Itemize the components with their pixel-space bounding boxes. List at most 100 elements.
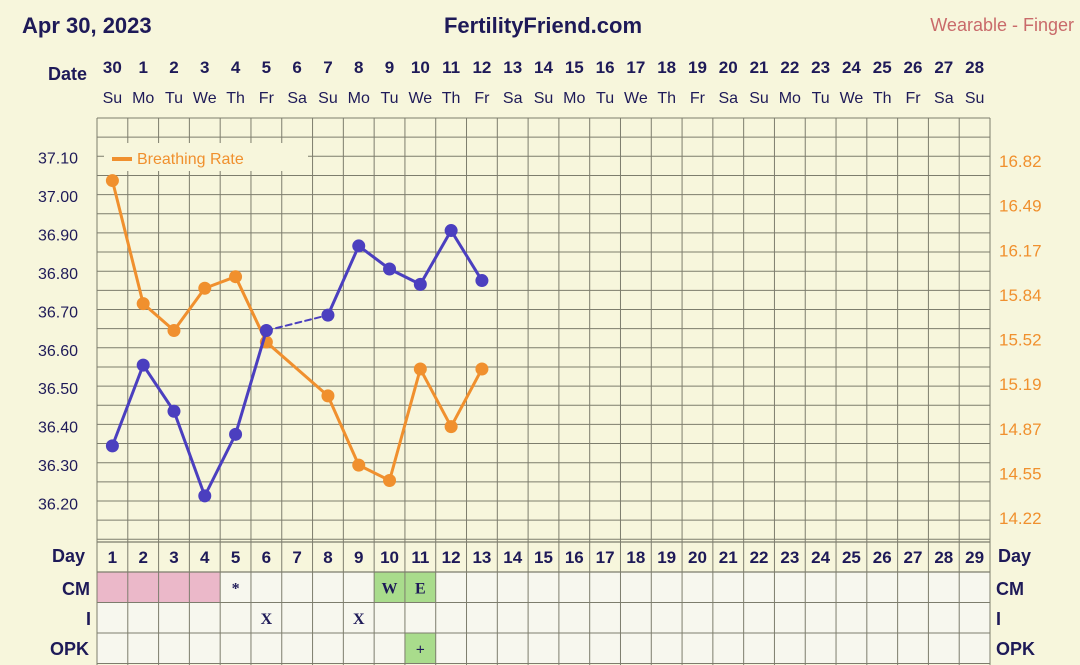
temp-axis-tick: 36.40 xyxy=(38,420,78,437)
weekday-label: Th xyxy=(873,90,892,107)
temperature-line-segment xyxy=(110,363,145,448)
temperature-point-day-2 xyxy=(136,358,150,372)
cycle-day-label: 13 xyxy=(472,548,491,567)
i-row-background xyxy=(97,602,990,633)
breathing-line-segment xyxy=(449,367,484,429)
weekday-label: Mo xyxy=(779,90,801,107)
breathing-point-day-9 xyxy=(352,458,366,472)
temp-axis-tick: 36.70 xyxy=(38,304,78,321)
weekday-label: Fr xyxy=(905,90,921,107)
chart-grid xyxy=(96,117,991,665)
cycle-day-label: 4 xyxy=(200,548,210,567)
cycle-day-label: 19 xyxy=(657,548,676,567)
temperature-line-segment xyxy=(141,363,176,413)
chart-series xyxy=(105,174,489,503)
date-label: 12 xyxy=(472,58,491,77)
cycle-day-label: 11 xyxy=(411,548,429,567)
cm-cell-day-4 xyxy=(189,572,221,603)
weekday-label: Tu xyxy=(165,90,183,107)
opk-row-background xyxy=(97,633,990,664)
date-label: 7 xyxy=(323,58,332,77)
temp-axis-tick: 36.60 xyxy=(38,343,78,360)
date-label: 27 xyxy=(934,58,953,77)
breathing-axis-tick: 16.82 xyxy=(999,152,1042,171)
weekday-label: Su xyxy=(534,90,554,107)
cycle-day-label: 25 xyxy=(842,548,861,567)
date-label: 11 xyxy=(442,58,460,77)
cycle-day-label: 8 xyxy=(323,548,332,567)
breathing-line-segment xyxy=(264,340,330,398)
breathing-point-day-4 xyxy=(198,281,212,295)
cycle-day-label: 26 xyxy=(873,548,892,567)
cycle-day-label: 23 xyxy=(780,548,799,567)
breathing-line-segment xyxy=(418,367,453,429)
weekday-label: Su xyxy=(965,90,985,107)
date-label: 20 xyxy=(719,58,738,77)
weekday-label: Fr xyxy=(474,90,490,107)
breathing-line-segment xyxy=(388,367,422,482)
weekday-label: Fr xyxy=(690,90,706,107)
temperature-line-segment xyxy=(203,432,238,498)
cycle-day-label: 10 xyxy=(380,548,399,567)
date-label: 4 xyxy=(231,58,241,77)
temp-axis-tick: 36.80 xyxy=(38,266,78,283)
date-header: 30 1 2 3 4 5 6 7 8 9 10 11 12 13 14 15 16 17 18 19 20 21 22 23 2… xyxy=(103,58,985,107)
temperature-point-day-3 xyxy=(167,404,181,418)
breathing-point-day-12 xyxy=(444,420,458,434)
temperature-point-day-4 xyxy=(198,489,212,503)
temperature-point-day-13 xyxy=(475,274,489,288)
cycle-day-label: 22 xyxy=(750,548,769,567)
breathing-axis-tick: 15.84 xyxy=(999,286,1042,305)
cycle-day-label: 24 xyxy=(811,548,830,567)
breathing-axis-tick: 16.17 xyxy=(999,241,1042,260)
i-row-label-right: I xyxy=(996,609,1001,629)
temperature-line-segment xyxy=(418,229,453,286)
date-label: 15 xyxy=(565,58,584,77)
weekday-label: Th xyxy=(657,90,676,107)
date-label: 23 xyxy=(811,58,830,77)
temperature-point-day-6 xyxy=(259,324,273,338)
cm-cell-day-2 xyxy=(127,572,159,603)
temperature-line-segment xyxy=(449,229,484,283)
chart-legend: Breathing Rate xyxy=(104,143,308,171)
temperature-line-segment xyxy=(326,244,361,317)
date-label: 28 xyxy=(965,58,984,77)
breathing-axis-tick: 16.49 xyxy=(999,197,1042,216)
date-label: 2 xyxy=(169,58,178,77)
chart-date: Apr 30, 2023 xyxy=(22,13,152,38)
opk-row-label-left: OPK xyxy=(50,639,89,659)
cycle-day-label: 16 xyxy=(565,548,584,567)
cm-cell-day-10 xyxy=(374,572,405,603)
weekday-label: Tu xyxy=(596,90,614,107)
weekday-label: Fr xyxy=(259,90,275,107)
i-mark-day-6: X xyxy=(261,611,273,628)
legend-label-breathing: Breathing Rate xyxy=(137,151,244,168)
cycle-day-label: 9 xyxy=(354,548,363,567)
weekday-label: Sa xyxy=(934,90,954,107)
weekday-label: Su xyxy=(749,90,769,107)
cm-row-label-left: CM xyxy=(62,579,90,599)
breathing-point-day-5 xyxy=(229,270,243,284)
breathing-axis-tick: 14.87 xyxy=(999,420,1042,439)
breathing-point-day-11 xyxy=(413,362,427,376)
breathing-axis-tick: 15.19 xyxy=(999,375,1042,394)
date-label: 8 xyxy=(354,58,363,77)
date-label: 6 xyxy=(292,58,301,77)
breathing-point-day-1 xyxy=(105,174,119,188)
cycle-day-label: 3 xyxy=(169,548,178,567)
i-row-label-left: I xyxy=(86,609,91,629)
cm-mark-day-11: E xyxy=(415,580,426,597)
cycle-day-numbers: 1 2 3 4 5 6 7 8 9 10 11 12 13 14 15 16 17 18 19 20 21 22 23 24 2… xyxy=(108,548,984,567)
legend-box xyxy=(104,143,308,171)
cycle-day-label: 28 xyxy=(934,548,953,567)
cycle-day-label: 17 xyxy=(596,548,615,567)
date-label: 5 xyxy=(262,58,271,77)
i-mark-day-9: X xyxy=(353,611,365,628)
weekday-label: Sa xyxy=(718,90,738,107)
temperature-line-segment xyxy=(234,329,268,436)
cycle-day-label: 27 xyxy=(904,548,923,567)
date-label: 25 xyxy=(873,58,892,77)
site-title[interactable]: FertilityFriend.com xyxy=(444,13,642,38)
weekday-label: Th xyxy=(442,90,461,107)
